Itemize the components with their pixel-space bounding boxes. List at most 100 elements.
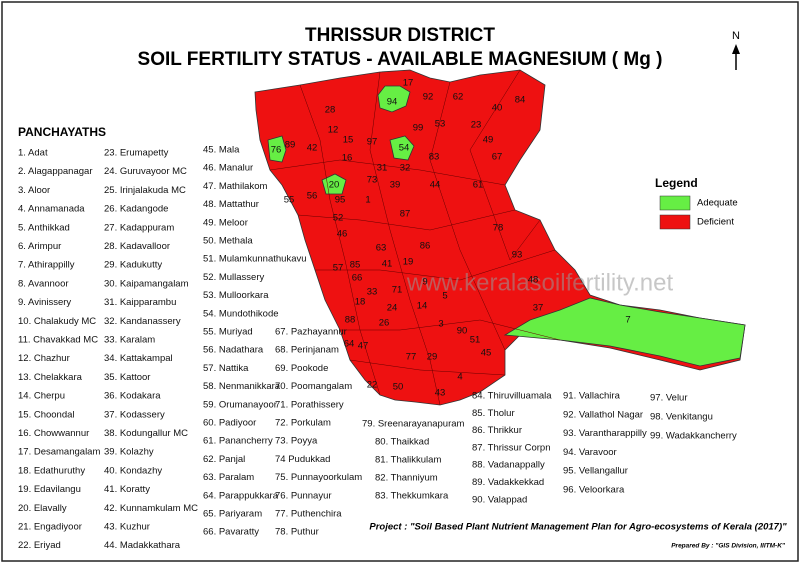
panchayath-name: 3. Aloor — [18, 185, 50, 196]
map-label: 64 — [344, 339, 355, 350]
panchayath-name: 43. Kuzhur — [104, 522, 150, 533]
panchayath-name: 91. Vallachira — [563, 391, 621, 402]
map-label: 57 — [333, 263, 344, 274]
map-label: 22 — [367, 380, 378, 391]
map-label: 88 — [345, 315, 356, 326]
panchayath-name: 21. Engadiyoor — [18, 522, 82, 533]
prepared-by: Prepared By : "GIS Division, IIITM-K" — [671, 543, 786, 550]
panchayath-name: 44. Madakkathara — [104, 540, 181, 551]
panchayath-name: 41. Koratty — [104, 484, 150, 495]
panchayath-name: 11. Chavakkad MC — [18, 335, 98, 346]
map-label: 23 — [471, 120, 482, 131]
map-label: 84 — [515, 95, 526, 106]
panchayath-name: 75. Punnayoorkulam — [275, 472, 362, 483]
panchayath-name: 8. Avannoor — [18, 278, 69, 289]
map-label: 39 — [390, 180, 401, 191]
map-label: 47 — [358, 341, 369, 352]
map-label: 94 — [387, 97, 398, 108]
panchayath-name: 82. Thanniyum — [375, 473, 438, 484]
map-label: 33 — [367, 287, 378, 298]
panchayath-name: 99. Wadakkancherry — [650, 431, 737, 442]
map-label: 28 — [325, 105, 336, 116]
panchayath-name: 46. Manalur — [203, 163, 253, 174]
map-label: 73 — [367, 175, 378, 186]
map-label: 62 — [453, 92, 464, 103]
panchayath-name: 38. Kodungallur MC — [104, 428, 188, 439]
panchayath-name: 94. Varavoor — [563, 447, 617, 458]
panchayath-name: 6. Arimpur — [18, 241, 61, 252]
panchayath-name: 29. Kadukutty — [104, 260, 162, 271]
panchayath-name: 24. Guruvayoor MC — [104, 166, 187, 177]
panchayath-name: 87. Thrissur Corpn — [472, 442, 551, 453]
map-label: 20 — [329, 180, 340, 191]
map-label: 95 — [335, 195, 346, 206]
panchayath-name: 80. Thaikkad — [375, 437, 429, 448]
panchayath-name: 60. Padiyoor — [203, 418, 256, 429]
map-label: 86 — [420, 241, 431, 252]
panchayath-name: 20. Elavally — [18, 503, 67, 514]
panchayath-name: 92. Vallathol Nagar — [563, 409, 643, 420]
border — [269, 69, 561, 406]
panchayath-name: 15. Choondal — [18, 409, 75, 420]
map-label: 26 — [379, 318, 390, 329]
panchayath-name: 88. Vadanappally — [472, 460, 545, 471]
legend-swatch — [659, 214, 691, 230]
panchayath-name: 51. Mulamkunnathukavu — [203, 254, 307, 265]
map-label: 31 — [377, 163, 388, 174]
map-label: 5 — [442, 291, 447, 302]
panchayath-name: 54. Mundothikode — [203, 308, 279, 319]
panchayath-name: 77. Puthenchira — [275, 509, 342, 520]
panchayath-name: 33. Karalam — [104, 335, 155, 346]
legend-label: Adequate — [697, 198, 738, 209]
map-label: 56 — [307, 191, 318, 202]
north-label: N — [732, 30, 740, 42]
map-label: 50 — [393, 382, 404, 393]
panchayath-name: 34. Kattakampal — [104, 353, 173, 364]
panchayath-name: 83. Thekkumkara — [375, 491, 449, 502]
panchayath-name: 63. Paralam — [203, 472, 254, 483]
internal-borders — [269, 69, 561, 406]
panchayath-name: 95. Vellangallur — [563, 466, 628, 477]
panchayath-name: 2. Alagappanagar — [18, 166, 92, 177]
panchayath-name: 50. Methala — [203, 236, 253, 247]
map-label: 16 — [342, 153, 353, 164]
adequate-area — [503, 297, 746, 367]
panchayath-name: 57. Nattika — [203, 363, 249, 374]
panchayath-name: 37. Kodassery — [104, 409, 165, 420]
panchayath-name: 35. Kattoor — [104, 372, 150, 383]
panchayath-name: 30. Kaipamangalam — [104, 278, 189, 289]
panchayath-name: 36. Kodakara — [104, 391, 161, 402]
panchayath-name: 76. Punnayur — [275, 490, 332, 501]
panchayath-name: 48. Mattathur — [203, 199, 259, 210]
panchayath-name: 18. Edathuruthy — [18, 465, 85, 476]
panchayath-name: 10. Chalakudy MC — [18, 316, 96, 327]
map-label: 12 — [328, 125, 339, 136]
panchayath-name: 32. Kandanassery — [104, 316, 181, 327]
map-label: 14 — [417, 301, 428, 312]
panchayath-name: 17. Desamangalam — [18, 447, 100, 458]
panchayath-name: 59. Orumanayoor — [203, 399, 277, 410]
panchayath-name: 84. Thiruvilluamala — [472, 391, 552, 402]
panchayath-name: 40. Kondazhy — [104, 465, 162, 476]
panchayath-name: 61. Panancherry — [203, 436, 273, 447]
panchayath-name: 72. Porkulam — [275, 418, 331, 429]
panchayath-name: 98. Venkitangu — [650, 412, 713, 423]
map-label: 53 — [435, 119, 446, 130]
panchayath-name: 65. Pariyaram — [203, 509, 262, 520]
legend-title: Legend — [655, 176, 698, 190]
map-label: 51 — [470, 335, 481, 346]
panchayath-name: 47. Mathilakom — [203, 181, 268, 192]
map-label: 32 — [400, 163, 411, 174]
panchayath-name: 23. Erumapetty — [104, 148, 169, 159]
panchayath-name: 71. Porathissery — [275, 399, 344, 410]
map-label: 42 — [307, 143, 318, 154]
list-title: PANCHAYATHS — [18, 125, 106, 139]
panchayath-name: 62. Panjal — [203, 454, 245, 465]
panchayath-name: 93. Varantharappilly — [563, 428, 647, 439]
panchayath-name: 68. Perinjanam — [275, 345, 339, 356]
panchayath-name: 97. Velur — [650, 393, 688, 404]
map-label: 19 — [403, 257, 414, 268]
map-label: 4 — [457, 372, 462, 383]
map-label: 3 — [438, 319, 443, 330]
watermark: www.keralasoilfertility.net — [406, 269, 674, 296]
